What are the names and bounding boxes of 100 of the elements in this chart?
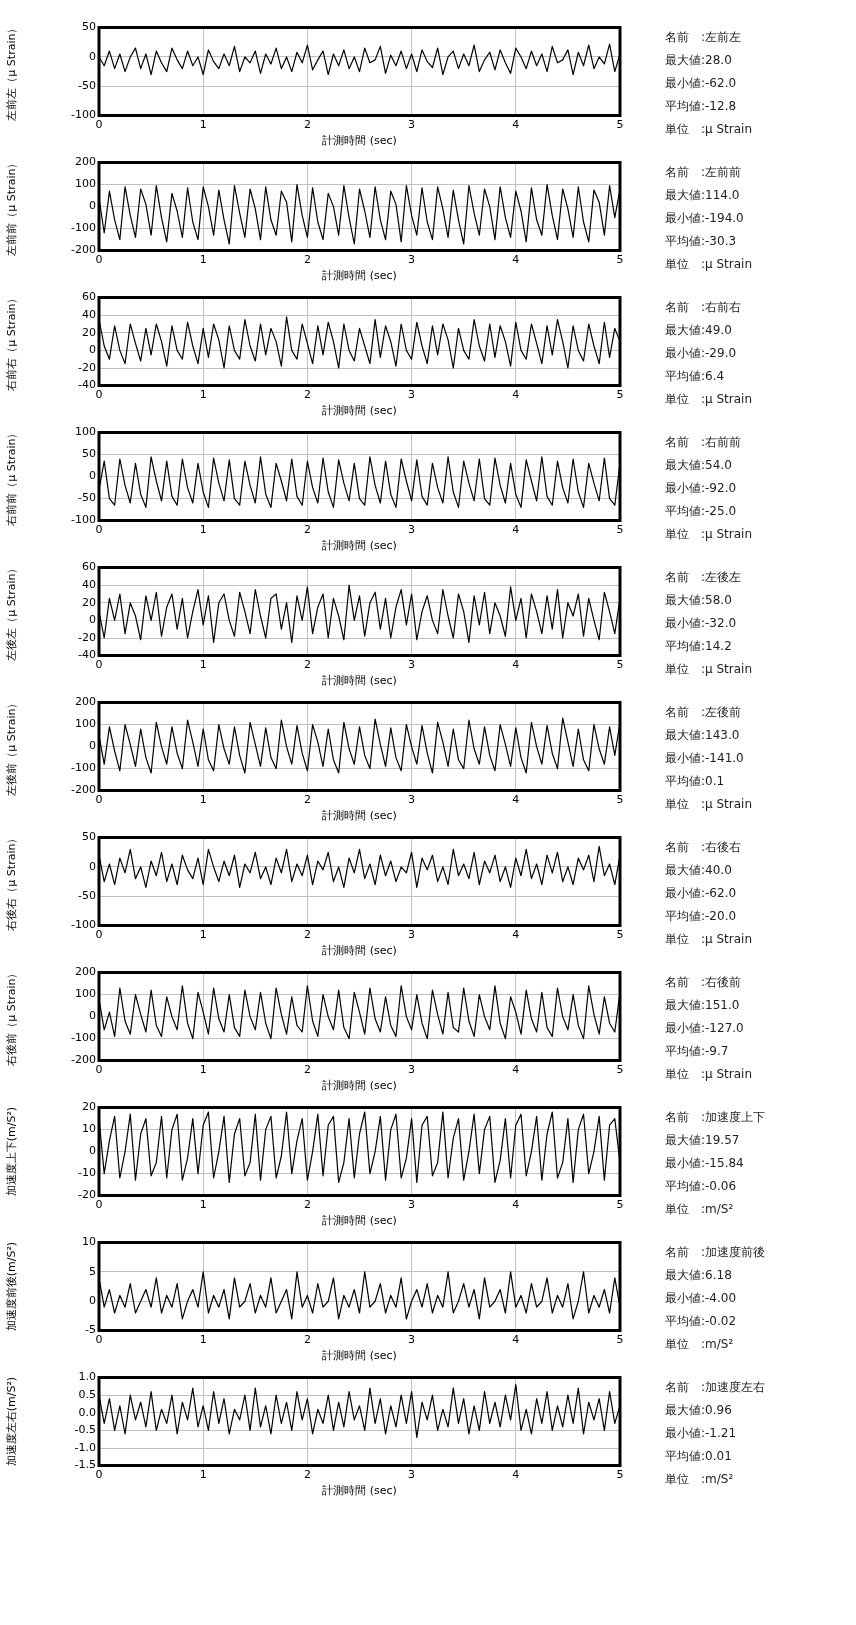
text: 単位 :μ Strain xyxy=(665,121,753,138)
x-tick-label: 1 xyxy=(199,1063,207,1077)
x-tick-label: 5 xyxy=(616,928,624,942)
x-tick-label: 1 xyxy=(199,793,207,807)
x-tick-label: 1 xyxy=(199,658,207,672)
x-axis-title: 計測時間 (sec) xyxy=(322,539,397,553)
text: 最小値:-4.00 xyxy=(665,1290,738,1307)
x-tick-label: 3 xyxy=(408,118,416,132)
y-tick-label: 0 xyxy=(89,739,96,753)
x-tick-label: 1 xyxy=(199,1468,207,1482)
x-tick-label: 2 xyxy=(303,793,311,807)
x-tick-label: 4 xyxy=(512,118,520,132)
y-axis-title: 右後前（μ Strain） xyxy=(5,967,19,1066)
y-tick-label: 0 xyxy=(89,613,96,627)
y-axis-title: 加速度左右(m/S²) xyxy=(5,1376,19,1467)
text: 名前 :左後左 xyxy=(665,569,743,586)
text: 最大値:151.0 xyxy=(665,997,741,1014)
text: 最大値:28.0 xyxy=(665,52,733,69)
text: 単位 :μ Strain xyxy=(665,526,753,543)
y-tick-label: -40 xyxy=(78,378,96,392)
x-axis-title: 計測時間 (sec) xyxy=(322,944,397,958)
y-axis-title: 右後右（μ Strain） xyxy=(5,832,19,931)
text: 最小値:-62.0 xyxy=(665,885,738,902)
text: 平均値:0.1 xyxy=(665,773,726,790)
y-tick-label: -20 xyxy=(78,1188,96,1202)
y-axis-title: 加速度前後(m/S²) xyxy=(5,1241,19,1332)
y-tick-label: -50 xyxy=(78,889,96,903)
y-axis-title: 右前右（μ Strain） xyxy=(5,292,19,391)
x-axis-title: 計測時間 (sec) xyxy=(322,134,397,148)
y-tick-label: 20 xyxy=(82,595,96,609)
y-tick-label: 50 xyxy=(82,447,96,461)
text: 名前 :加速度左右 xyxy=(665,1379,766,1396)
y-tick-label: 40 xyxy=(82,308,96,322)
x-tick-label: 2 xyxy=(303,118,311,132)
x-tick-label: 3 xyxy=(408,388,416,402)
text: 単位 :μ Strain xyxy=(665,661,753,678)
y-axis-title: 左後左（μ Strain） xyxy=(5,562,19,661)
text: 単位 :m/S² xyxy=(665,1471,735,1488)
y-tick-label: -20 xyxy=(78,630,96,644)
x-tick-label: 3 xyxy=(408,1063,416,1077)
x-tick-label: 4 xyxy=(512,1468,520,1482)
y-tick-label: 0.0 xyxy=(78,1405,96,1419)
y-tick-label: 0 xyxy=(89,199,96,213)
text: 平均値:-0.06 xyxy=(665,1178,738,1195)
y-tick-label: 200 xyxy=(75,695,96,709)
text: 最小値:-92.0 xyxy=(665,480,738,497)
y-tick-label: 20 xyxy=(82,325,96,339)
text: 最大値:54.0 xyxy=(665,457,733,474)
x-axis-title: 計測時間 (sec) xyxy=(322,269,397,283)
y-tick-label: -10 xyxy=(78,1166,96,1180)
x-tick-label: 4 xyxy=(512,253,520,267)
x-tick-label: 4 xyxy=(512,928,520,942)
x-tick-label: 4 xyxy=(512,1198,520,1212)
x-tick-label: 1 xyxy=(199,1198,207,1212)
x-tick-label: 5 xyxy=(616,118,624,132)
text: 名前 :加速度前後 xyxy=(665,1244,766,1261)
x-axis-title: 計測時間 (sec) xyxy=(322,1349,397,1363)
x-tick-label: 5 xyxy=(616,1468,624,1482)
x-tick-label: 1 xyxy=(199,523,207,537)
y-tick-label: -1.0 xyxy=(74,1440,96,1454)
y-tick-label: 0 xyxy=(89,49,96,63)
x-tick-label: 3 xyxy=(408,793,416,807)
text: 単位 :μ Strain xyxy=(665,931,753,948)
y-tick-label: 20 xyxy=(82,1100,96,1114)
x-tick-label: 4 xyxy=(512,658,520,672)
text: 最大値:19.57 xyxy=(665,1132,741,1149)
text: 名前 :左前左 xyxy=(665,29,743,46)
y-tick-label: 200 xyxy=(75,155,96,169)
text: 最小値:-1.21 xyxy=(665,1425,738,1442)
x-tick-label: 2 xyxy=(303,1198,311,1212)
y-tick-label: 10 xyxy=(82,1122,96,1136)
x-tick-label: 2 xyxy=(303,253,311,267)
y-tick-label: 5 xyxy=(89,1264,96,1278)
text: 単位 :μ Strain xyxy=(665,391,753,408)
x-tick-label: 5 xyxy=(616,523,624,537)
text: 名前 :右前右 xyxy=(665,299,743,316)
text: 最大値:143.0 xyxy=(665,727,741,744)
y-tick-label: 60 xyxy=(82,560,96,574)
x-tick-label: 2 xyxy=(303,1063,311,1077)
y-tick-label: -5 xyxy=(85,1323,96,1337)
text: 最大値:114.0 xyxy=(665,187,741,204)
text: 名前 :右後右 xyxy=(665,839,743,856)
x-tick-label: 4 xyxy=(512,523,520,537)
text: 名前 :右後前 xyxy=(665,974,743,991)
y-tick-label: 60 xyxy=(82,290,96,304)
x-tick-label: 3 xyxy=(408,1333,416,1347)
text: 最大値:40.0 xyxy=(665,862,733,879)
y-tick-label: -0.5 xyxy=(74,1423,96,1437)
text: 名前 :加速度上下 xyxy=(665,1109,766,1126)
x-tick-label: 3 xyxy=(408,1198,416,1212)
x-tick-label: 5 xyxy=(616,1333,624,1347)
y-tick-label: -50 xyxy=(78,79,96,93)
text: 平均値:-12.8 xyxy=(665,98,738,115)
y-tick-label: 0 xyxy=(89,1009,96,1023)
text: 最大値:49.0 xyxy=(665,322,733,339)
x-tick-label: 1 xyxy=(199,1333,207,1347)
x-tick-label: 4 xyxy=(512,793,520,807)
y-axis-title: 左後前（μ Strain） xyxy=(5,697,19,796)
y-tick-label: 50 xyxy=(82,20,96,34)
y-tick-label: -100 xyxy=(71,1031,96,1045)
